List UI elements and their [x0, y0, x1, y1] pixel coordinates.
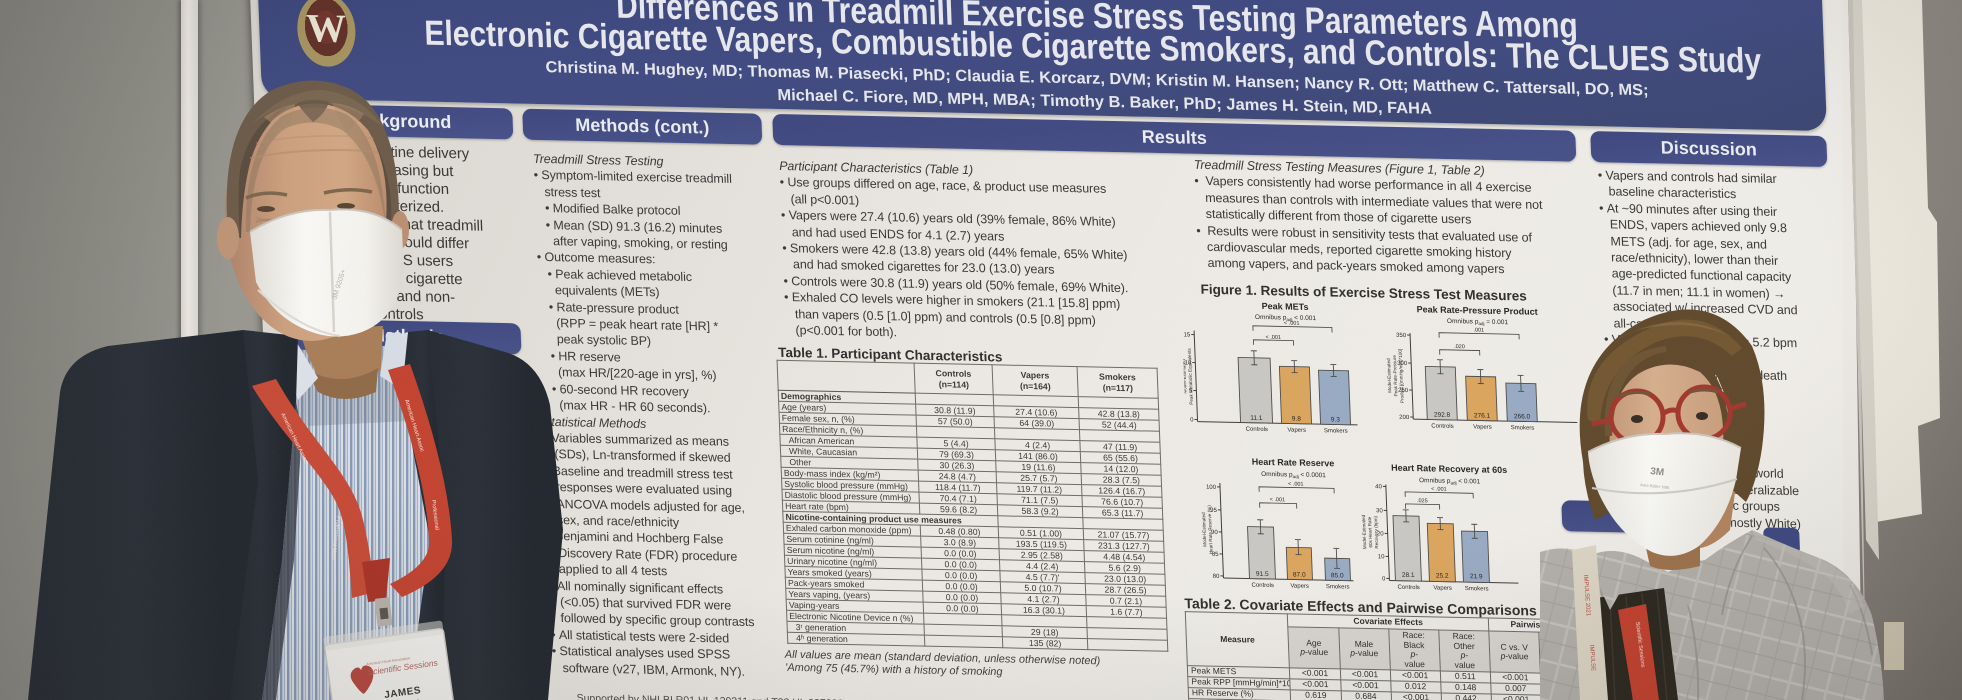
svg-text:Vapers: Vapers — [1290, 583, 1309, 589]
svg-text:Controls: Controls — [1397, 585, 1420, 591]
svg-text:Product [(mmHg/min)*100]: Product [(mmHg/min)*100] — [1398, 349, 1405, 403]
svg-text:10: 10 — [1378, 554, 1386, 560]
svg-text:Smokers: Smokers — [1326, 584, 1350, 590]
svg-text:< .001: < .001 — [1265, 335, 1281, 341]
svg-text:.025: .025 — [1417, 498, 1428, 504]
svg-text:Peak Metabolic Equivalents: Peak Metabolic Equivalents — [1187, 348, 1194, 405]
svg-text:Controls: Controls — [1246, 427, 1269, 433]
svg-text:87.0: 87.0 — [1293, 571, 1306, 578]
svg-text:91.5: 91.5 — [1256, 571, 1269, 578]
svg-text:266.0: 266.0 — [1514, 413, 1531, 420]
svg-text:Vapers: Vapers — [1473, 424, 1492, 430]
svg-text:30: 30 — [1376, 508, 1384, 514]
svg-text:Smokers: Smokers — [1511, 425, 1535, 431]
svg-text:40: 40 — [1375, 484, 1383, 490]
svg-text:Heart Rate Recovery at 60s: Heart Rate Recovery at 60s — [1391, 463, 1507, 475]
svg-text:28.1: 28.1 — [1402, 572, 1415, 579]
svg-text:.020: .020 — [1454, 344, 1465, 350]
svg-text:25.2: 25.2 — [1436, 572, 1449, 579]
svg-text:0: 0 — [1190, 417, 1194, 423]
svg-text:200: 200 — [1399, 415, 1410, 421]
svg-text:85.0: 85.0 — [1331, 572, 1344, 579]
svg-text:15: 15 — [1183, 332, 1191, 338]
svg-text:Controls: Controls — [1251, 583, 1274, 589]
svg-text:< .001: < .001 — [1288, 481, 1304, 487]
svg-text:.001: .001 — [1473, 327, 1484, 333]
svg-text:Smokers: Smokers — [1465, 586, 1489, 592]
svg-text:3M: 3M — [1650, 466, 1665, 478]
svg-text:Omnibus padj = 0.001: Omnibus padj = 0.001 — [1447, 318, 1509, 327]
svg-text:< .001: < .001 — [1431, 486, 1447, 492]
svg-text:292.8: 292.8 — [1434, 412, 1451, 419]
svg-text:Omnibus padj < 0.001: Omnibus padj < 0.001 — [1419, 477, 1481, 486]
svg-text:< .001: < .001 — [1284, 320, 1300, 326]
svg-text:Peak METs: Peak METs — [1262, 301, 1309, 312]
svg-text:Peak Rate-Pressure Product: Peak Rate-Pressure Product — [1416, 304, 1537, 317]
svg-text:Omnibus padj < 0.0001: Omnibus padj < 0.0001 — [1261, 471, 1326, 480]
svg-text:0: 0 — [1382, 576, 1386, 582]
svg-text:Smokers: Smokers — [1324, 428, 1348, 434]
svg-text:80: 80 — [1213, 574, 1221, 580]
svg-text:21.9: 21.9 — [1470, 573, 1483, 580]
svg-text:276.1: 276.1 — [1474, 412, 1491, 419]
svg-text:< .001: < .001 — [1270, 497, 1286, 503]
svg-text:100: 100 — [1206, 485, 1217, 491]
svg-text:Recovery (bpm): Recovery (bpm) — [1373, 515, 1379, 548]
svg-text:Vapers: Vapers — [1433, 585, 1452, 591]
svg-text:350: 350 — [1396, 333, 1407, 339]
svg-text:9.8: 9.8 — [1292, 416, 1302, 423]
svg-text:11.1: 11.1 — [1250, 415, 1263, 422]
svg-text:Controls: Controls — [1431, 423, 1454, 429]
svg-text:Vapers: Vapers — [1287, 427, 1306, 433]
svg-text:Heart Rate Reserve: Heart Rate Reserve — [1252, 457, 1335, 469]
svg-text:9.3: 9.3 — [1331, 416, 1341, 423]
